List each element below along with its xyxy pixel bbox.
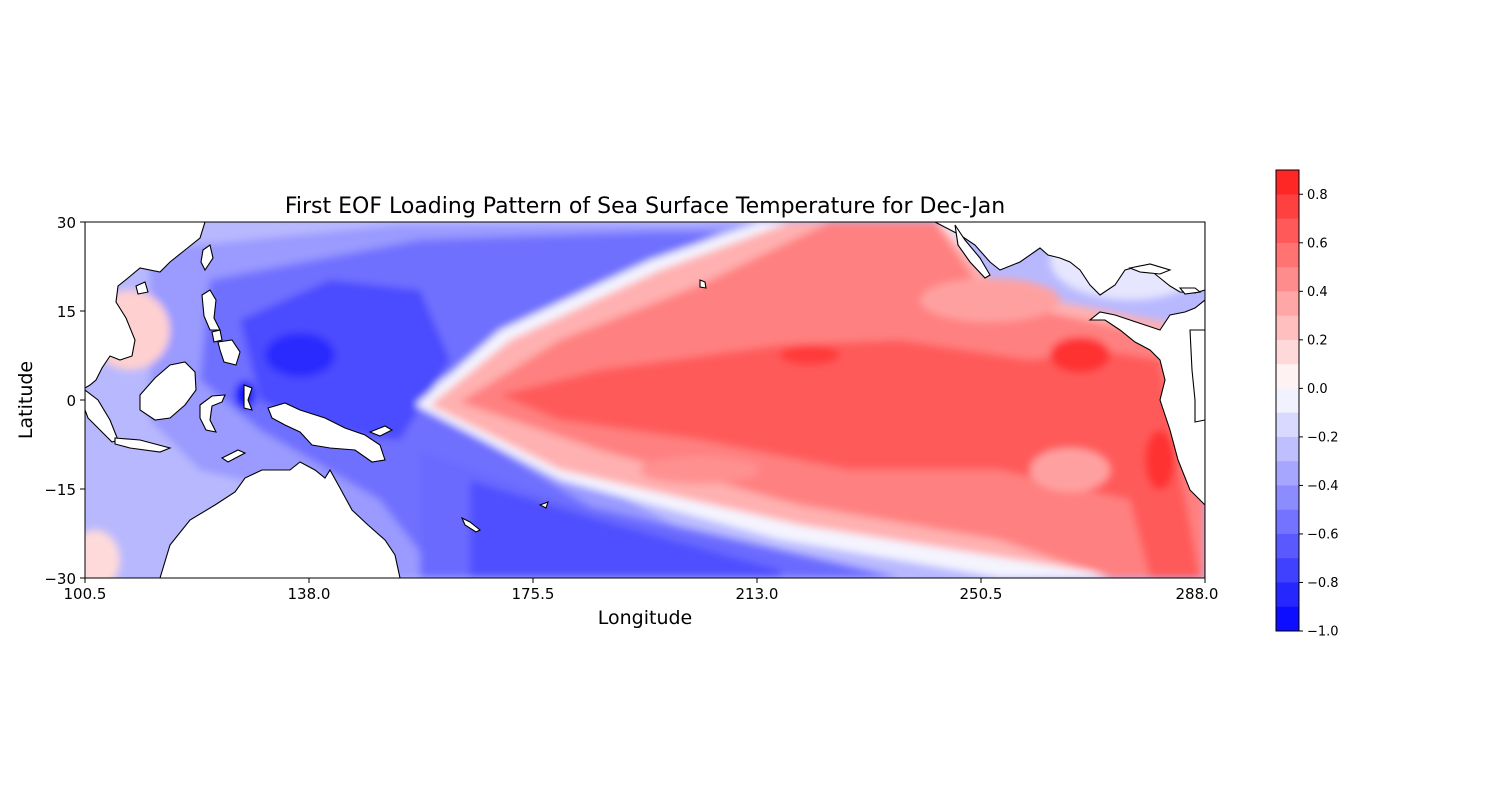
x-tick-label: 250.5 <box>960 585 1003 603</box>
land-cuba <box>1128 263 1172 275</box>
weaker-pocket-s <box>640 456 760 484</box>
land-australia <box>159 461 401 578</box>
land-asia-mainland <box>85 222 206 389</box>
x-tick-label: 213.0 <box>736 585 779 603</box>
land-central-america <box>1088 299 1205 578</box>
colorbar-band <box>1276 242 1299 268</box>
colorbar-band <box>1276 388 1299 413</box>
colorbar-band <box>1276 267 1299 292</box>
colorbar-bands <box>1276 170 1299 631</box>
negative-anomaly-core <box>240 280 450 440</box>
colorbar-band <box>1276 461 1299 486</box>
land-visayas <box>211 329 223 343</box>
y-tick-label: 30 <box>57 214 76 232</box>
land-timor <box>220 449 247 463</box>
land-halmahera <box>243 384 253 411</box>
colorbar-tick-label: 0.4 <box>1307 285 1328 300</box>
colorbar-frame <box>1275 169 1300 632</box>
colorbar-band <box>1276 436 1299 462</box>
y-axis: 30 15 0 −15 −30 Latitude <box>15 214 85 588</box>
colorbar-band <box>1276 170 1299 195</box>
land-new-guinea <box>267 402 386 463</box>
colorbar-ticks: 0.8 0.6 0.4 0.2 0.0 −0.2 −0.4 −0.6 −0.8 −1.0 <box>1299 188 1339 640</box>
colorbar-tick-label: −0.6 <box>1307 527 1339 542</box>
y-tick-label: −30 <box>44 570 76 588</box>
colorbar-band <box>1276 509 1299 534</box>
land-sulawesi <box>199 394 226 433</box>
land-south-america-east <box>1189 329 1205 423</box>
colorbar-band <box>1276 339 1299 365</box>
colorbar-tick-label: −0.2 <box>1307 430 1339 445</box>
land-java <box>114 437 172 453</box>
y-axis-label: Latitude <box>15 361 37 439</box>
land-mindanao <box>217 339 241 366</box>
land-sumatra <box>85 389 119 443</box>
land-masses <box>85 222 1205 578</box>
map-title: First EOF Loading Pattern of Sea Surface… <box>285 194 1005 219</box>
x-tick-label: 138.0 <box>288 585 331 603</box>
land-hainan <box>135 281 149 295</box>
positive-anomaly-max-coast <box>1145 430 1175 490</box>
weaker-pocket-ne <box>920 278 1060 322</box>
land-taiwan <box>200 244 214 272</box>
colorbar-tick-label: 0.0 <box>1307 382 1328 397</box>
colorbar-tick-label: −0.8 <box>1307 576 1339 591</box>
negative-anomaly-max <box>265 333 335 377</box>
land-hawaii <box>699 279 707 289</box>
colorbar-band <box>1276 558 1299 583</box>
land-new-caledonia <box>460 516 482 533</box>
land-borneo <box>139 361 197 421</box>
positive-anomaly-max-central <box>780 345 840 365</box>
land-luzon <box>201 289 221 331</box>
positive-anomaly-max-east <box>1050 337 1110 373</box>
colorbar-band <box>1276 364 1299 389</box>
x-axis: 100.5 138.0 175.5 213.0 250.5 288.0 Long… <box>64 578 1219 629</box>
land-hispaniola <box>1178 287 1202 295</box>
colorbar-band <box>1276 485 1299 510</box>
land-solomon <box>368 425 394 437</box>
positive-anomaly-core <box>500 340 1200 578</box>
colorbar-band <box>1276 218 1299 243</box>
weaker-pocket-se <box>1030 448 1110 492</box>
colorbar-band <box>1276 412 1299 437</box>
colorbar-band <box>1276 291 1299 316</box>
y-tick-label: −15 <box>44 481 76 499</box>
weak-anomaly-west-coast <box>85 530 120 578</box>
sst-field <box>85 222 1205 578</box>
x-tick-label: 288.0 <box>1176 585 1219 603</box>
y-tick-label: 0 <box>66 392 76 410</box>
colorbar-tick-label: 0.6 <box>1307 236 1328 251</box>
colorbar-band <box>1276 194 1299 219</box>
colorbar-band <box>1276 582 1299 607</box>
colorbar-band <box>1276 606 1299 631</box>
land-americas <box>934 222 1205 296</box>
land-fiji <box>538 501 549 509</box>
colorbar-band <box>1276 533 1299 559</box>
colorbar-tick-label: −0.4 <box>1307 479 1339 494</box>
colorbar-band <box>1276 315 1299 340</box>
colorbar: 0.8 0.6 0.4 0.2 0.0 −0.2 −0.4 −0.6 −0.8 −1.0 <box>1275 169 1339 640</box>
x-axis-label: Longitude <box>598 607 693 629</box>
colorbar-tick-label: 0.8 <box>1307 188 1328 203</box>
y-tick-label: 15 <box>57 303 76 321</box>
x-tick-label: 175.5 <box>512 585 555 603</box>
x-tick-label: 100.5 <box>64 585 107 603</box>
colorbar-tick-label: 0.2 <box>1307 333 1328 348</box>
colorbar-tick-label: −1.0 <box>1307 625 1339 640</box>
land-baja <box>954 224 991 279</box>
